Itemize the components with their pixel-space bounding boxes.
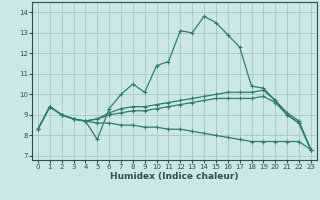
X-axis label: Humidex (Indice chaleur): Humidex (Indice chaleur) (110, 172, 239, 181)
